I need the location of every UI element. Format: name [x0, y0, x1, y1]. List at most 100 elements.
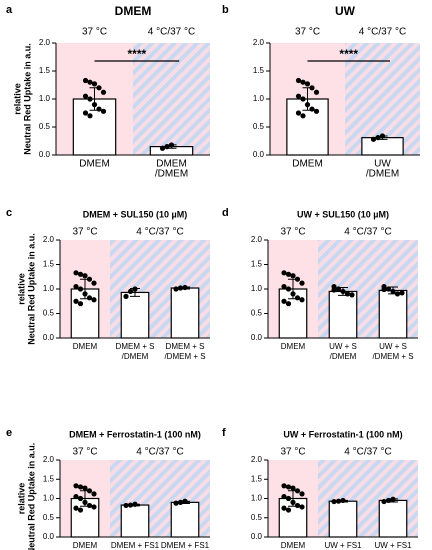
data-point: [100, 89, 107, 95]
data-point: [73, 505, 79, 511]
x-tick-label: /DMEM: [330, 352, 357, 361]
data-point: [285, 271, 292, 277]
data-point: [82, 110, 89, 116]
x-tick-label: UW + S: [379, 342, 407, 351]
y-axis-label: Neutral Red Uptake in a.u.: [22, 43, 32, 155]
data-point: [294, 488, 301, 494]
data-point: [281, 298, 287, 304]
bar: [328, 290, 358, 339]
data-point: [299, 491, 305, 497]
data-point: [290, 499, 296, 505]
data-point: [331, 287, 337, 293]
data-point: [385, 497, 392, 504]
data-point: [309, 85, 315, 91]
panel-letter: a: [6, 4, 13, 16]
data-point: [281, 283, 287, 290]
data-point: [281, 505, 287, 511]
data-point: [300, 113, 306, 119]
region-label: 4 °C/37 °C: [344, 227, 391, 238]
data-point: [335, 498, 342, 504]
data-point: [340, 497, 346, 504]
data-point: [132, 286, 138, 292]
region-label: 4 °C/37 °C: [359, 27, 406, 38]
data-point: [290, 273, 296, 279]
data-point: [390, 496, 396, 502]
data-point: [349, 292, 355, 298]
data-point: [91, 491, 97, 497]
data-point: [340, 288, 346, 295]
data-point: [96, 106, 102, 112]
data-point: [375, 135, 381, 141]
data-point: [86, 295, 93, 301]
data-point: [173, 286, 179, 292]
y-axis-label: Neutral Red Uptake in a.u.: [26, 233, 36, 345]
y-tick-label: 0.0: [251, 333, 263, 342]
panel-title: UW: [335, 4, 356, 18]
data-point: [91, 81, 98, 87]
data-point: [86, 502, 93, 509]
panel-letter: e: [6, 427, 12, 439]
data-point: [285, 286, 292, 292]
data-point: [399, 290, 405, 296]
data-point: [123, 502, 129, 509]
panel-letter: f: [222, 427, 226, 439]
panel-letter: b: [222, 4, 229, 16]
significance-label: ****: [128, 47, 147, 61]
data-point: [82, 485, 88, 491]
data-point: [304, 81, 311, 87]
data-point: [127, 288, 134, 295]
data-point: [87, 79, 93, 85]
y-tick-label: 0.0: [39, 150, 51, 159]
data-point: [82, 273, 88, 279]
x-tick-label: DMEM + FS1: [111, 541, 160, 550]
panel-title: DMEM + Ferrostatin-1 (100 nM): [69, 429, 201, 439]
y-axis-label: Neutral Red Uptake in a.u.: [26, 443, 36, 550]
region-label: 37 °C: [280, 227, 305, 238]
data-point: [82, 291, 88, 297]
data-point: [295, 77, 302, 84]
y-tick-label: 2.0: [43, 455, 55, 464]
data-point: [77, 484, 84, 490]
panel-title: UW + Ferrostatin-1 (100 nM): [283, 429, 402, 439]
x-tick-label: /DMEM + S: [164, 352, 205, 361]
y-tick-label: 1.5: [251, 474, 263, 483]
data-point: [390, 288, 396, 295]
data-point: [299, 297, 305, 303]
data-point: [385, 286, 392, 292]
data-point: [294, 502, 301, 509]
bar: [378, 289, 408, 339]
data-point: [309, 106, 315, 112]
data-point: [300, 79, 306, 85]
data-point: [132, 501, 138, 507]
data-point: [281, 493, 287, 500]
data-point: [168, 142, 175, 148]
data-point: [91, 504, 97, 510]
data-point: [86, 276, 93, 282]
y-tick-label: 2.0: [251, 455, 263, 464]
y-tick-label: 0.5: [39, 122, 51, 131]
x-tick-label: /DMEM: [155, 169, 188, 180]
bar: [378, 499, 408, 538]
data-point: [394, 291, 401, 297]
x-tick-label: DMEM + S: [116, 342, 155, 351]
data-point: [379, 133, 386, 139]
y-tick-label: 1.0: [39, 94, 51, 103]
y-tick-label: 0.5: [43, 309, 55, 318]
bar: [170, 501, 200, 538]
y-tick-label: 1.0: [43, 284, 55, 293]
y-tick-label: 1.5: [39, 66, 51, 75]
x-tick-label: UW + FS1: [324, 541, 362, 550]
y-axis-label: relative: [16, 273, 26, 305]
region-label: 37 °C: [82, 27, 107, 38]
data-point: [177, 285, 184, 291]
panel-title: DMEM: [115, 4, 152, 18]
x-tick-label: UW + FS1: [374, 541, 412, 550]
x-tick-label: DMEM + FS1: [161, 541, 210, 550]
panel-title: UW + SUL150 (10 µM): [297, 209, 389, 219]
data-point: [381, 286, 387, 293]
data-point: [77, 271, 84, 277]
bar: [120, 504, 150, 538]
bar: [120, 291, 150, 339]
data-point: [159, 145, 166, 151]
data-point: [285, 495, 292, 502]
